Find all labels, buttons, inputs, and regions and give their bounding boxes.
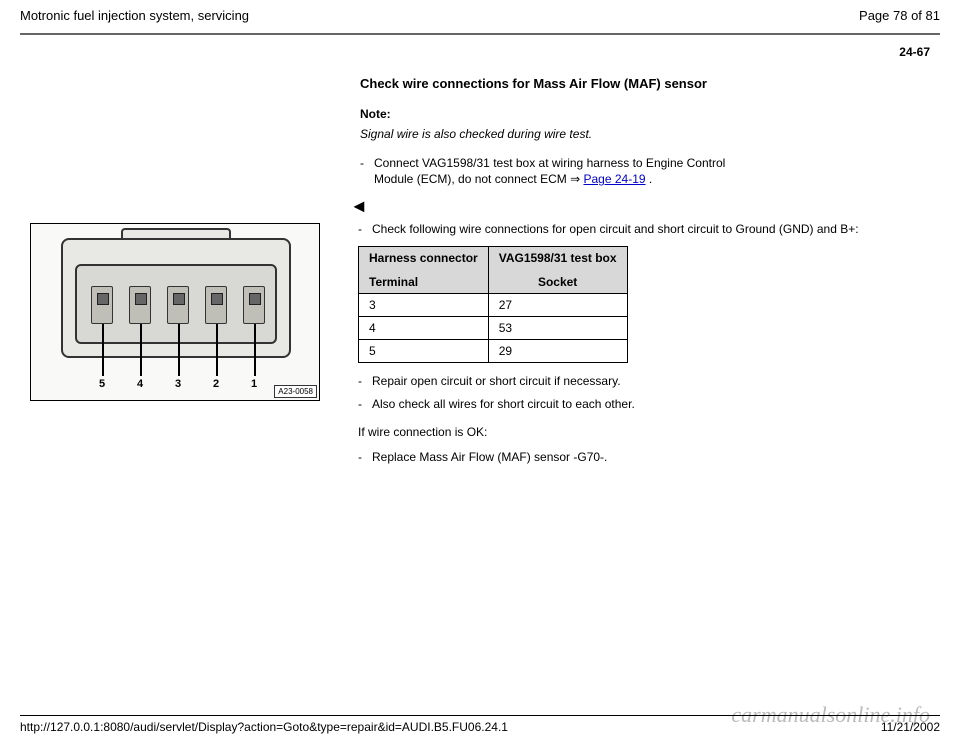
dash-icon: - xyxy=(360,155,374,189)
pin-3 xyxy=(167,286,189,324)
page-link-24-19[interactable]: Page 24-19 xyxy=(583,172,645,186)
footer-date: 11/21/2002 xyxy=(881,720,940,734)
table-row: 4 53 xyxy=(359,316,628,339)
cell-terminal: 4 xyxy=(359,316,489,339)
pin-label-5: 5 xyxy=(99,378,105,390)
pin-label-4: 4 xyxy=(137,378,143,390)
step-replace-sensor: - Replace Mass Air Flow (MAF) sensor -G7… xyxy=(358,449,930,466)
pin-1 xyxy=(243,286,265,324)
lower-row: 5 4 3 2 1 A23-0058 - Check following wir… xyxy=(30,221,930,471)
content: Check wire connections for Mass Air Flow… xyxy=(0,75,960,471)
dash-icon: - xyxy=(358,373,372,390)
dash-icon: - xyxy=(358,449,372,466)
cell-socket: 27 xyxy=(488,293,627,316)
cell-terminal: 3 xyxy=(359,293,489,316)
pin-4 xyxy=(129,286,151,324)
upper-block: Check wire connections for Mass Air Flow… xyxy=(360,75,740,188)
figure-pointer-icon: ◄ xyxy=(350,196,930,217)
table-row: 5 29 xyxy=(359,339,628,362)
cell-socket: 29 xyxy=(488,339,627,362)
col-testbox: VAG1598/31 test box Socket xyxy=(488,246,627,293)
col2-head: VAG1598/31 test box xyxy=(499,251,617,265)
step-connect-testbox: - Connect VAG1598/31 test box at wiring … xyxy=(360,155,740,189)
dash-icon: - xyxy=(358,221,372,238)
col1-sub: Terminal xyxy=(369,275,478,289)
footer-rule xyxy=(20,715,940,716)
pin-label-3: 3 xyxy=(175,378,181,390)
page-number: Page 78 of 81 xyxy=(859,8,940,23)
step-repair: - Repair open circuit or short circuit i… xyxy=(358,373,930,390)
cell-terminal: 5 xyxy=(359,339,489,362)
step-text: Replace Mass Air Flow (MAF) sensor -G70-… xyxy=(372,449,930,466)
figure-box: 5 4 3 2 1 A23-0058 xyxy=(30,223,320,401)
pin-label-2: 2 xyxy=(213,378,219,390)
table-header-row: Harness connector Terminal VAG1598/31 te… xyxy=(359,246,628,293)
step-text: Connect VAG1598/31 test box at wiring ha… xyxy=(374,155,740,189)
lead-2 xyxy=(216,324,218,376)
lead-3 xyxy=(178,324,180,376)
pin-2 xyxy=(205,286,227,324)
note-label: Note: xyxy=(360,107,740,121)
section-title: Check wire connections for Mass Air Flow… xyxy=(360,75,740,93)
col1-head: Harness connector xyxy=(369,251,478,265)
doc-title: Motronic fuel injection system, servicin… xyxy=(20,8,249,23)
figure-code: A23-0058 xyxy=(274,385,317,398)
page-header: Motronic fuel injection system, servicin… xyxy=(0,0,960,27)
col2-sub: Socket xyxy=(499,275,617,289)
step-text: Check following wire connections for ope… xyxy=(372,221,930,238)
step-text: Also check all wires for short circuit t… xyxy=(372,396,930,413)
footer-url: http://127.0.0.1:8080/audi/servlet/Displ… xyxy=(20,720,508,734)
step-text: Repair open circuit or short circuit if … xyxy=(372,373,930,390)
lead-5 xyxy=(102,324,104,376)
lead-1 xyxy=(254,324,256,376)
step1-pre: Connect VAG1598/31 test box at wiring ha… xyxy=(374,156,725,187)
table-row: 3 27 xyxy=(359,293,628,316)
note-text: Signal wire is also checked during wire … xyxy=(360,127,740,141)
connector-figure: 5 4 3 2 1 A23-0058 xyxy=(30,221,340,471)
step-check-wires: - Check following wire connections for o… xyxy=(358,221,930,238)
step-also-check: - Also check all wires for short circuit… xyxy=(358,396,930,413)
section-ref: 24-67 xyxy=(0,35,960,67)
col-harness: Harness connector Terminal xyxy=(359,246,489,293)
pin-5 xyxy=(91,286,113,324)
step1-post: . xyxy=(646,172,653,186)
dash-icon: - xyxy=(358,396,372,413)
pin-label-1: 1 xyxy=(251,378,257,390)
cell-socket: 53 xyxy=(488,316,627,339)
ok-condition: If wire connection is OK: xyxy=(358,425,930,439)
arrow-icon: ⇒ xyxy=(570,172,580,186)
wire-check-table: Harness connector Terminal VAG1598/31 te… xyxy=(358,246,628,363)
page-footer: http://127.0.0.1:8080/audi/servlet/Displ… xyxy=(0,709,960,742)
right-column: - Check following wire connections for o… xyxy=(340,221,930,471)
lead-4 xyxy=(140,324,142,376)
